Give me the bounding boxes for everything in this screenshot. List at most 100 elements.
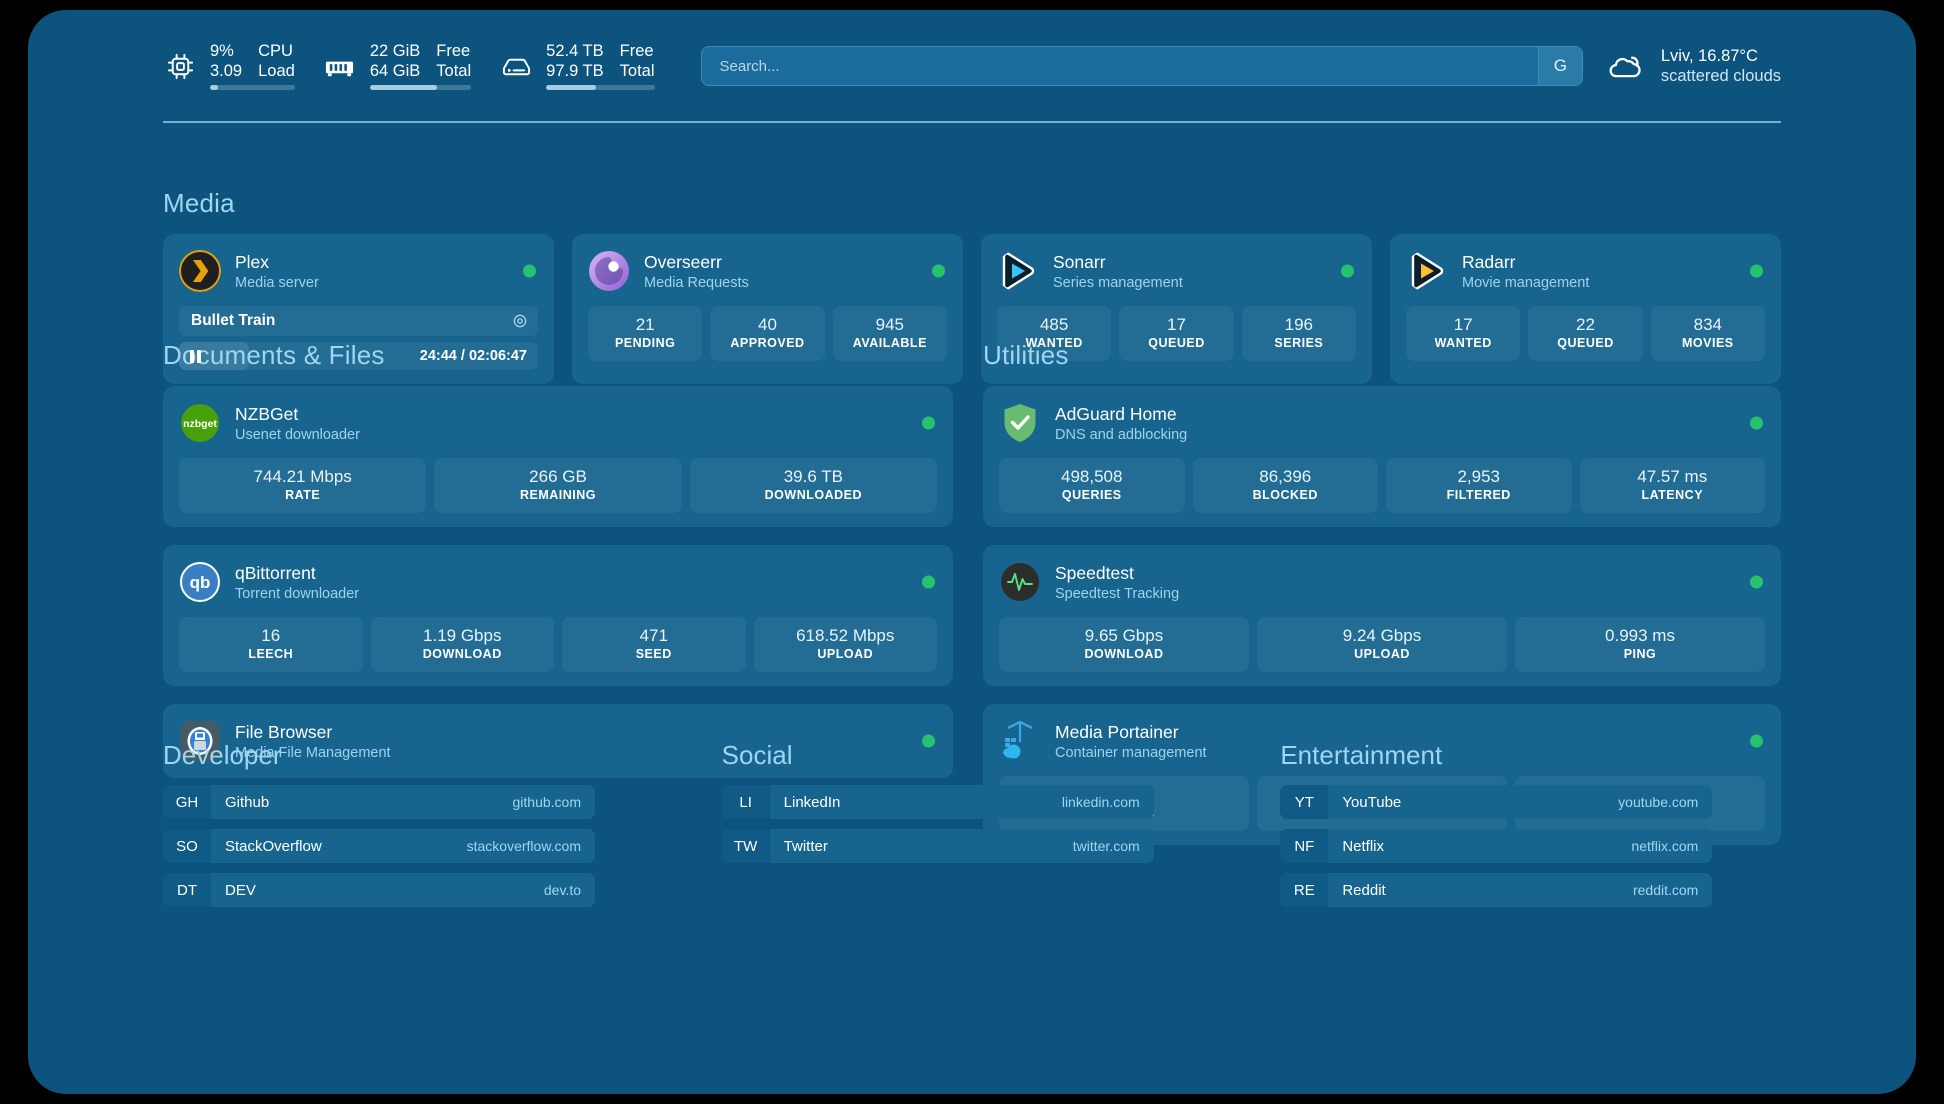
status-badge [922,734,935,748]
service-subtitle: Speedtest Tracking [1055,585,1180,602]
service-subtitle: Torrent downloader [235,585,360,602]
service-stat-cell[interactable]: 39.6 TB DOWNLOADED [689,458,937,513]
service-stat-cell[interactable]: 744.21 Mbps RATE [179,458,427,513]
speedtest-pulse-icon [999,561,1041,603]
status-badge [1341,264,1354,278]
service-card-sonarr[interactable]: Sonarr Series management 485 WANTED 17 Q… [981,234,1372,384]
service-stat-cell[interactable]: 17 WANTED [1406,306,1521,361]
service-card-titles: Overseerr Media Requests [644,251,749,292]
service-stat-cell[interactable]: 1.19 Gbps DOWNLOAD [370,617,554,672]
service-stat-cell[interactable]: 9.24 Gbps UPLOAD [1257,617,1507,672]
service-card-plex[interactable]: Plex Media server Bullet Train 24:44 / 0… [163,234,554,384]
service-subtitle: Movie management [1462,274,1590,291]
documents-card-stack: nzbget NZBGet Usenet downloader 744.21 M… [163,386,953,778]
service-subtitle: Media server [235,274,319,291]
status-badge [1750,264,1763,278]
bookmark-url: linkedin.com [1061,794,1140,810]
system-stat-body: 22 GiB 64 GiB Free Total [369,42,472,90]
search-engine-button[interactable]: G [1537,47,1582,85]
service-card-overseerr[interactable]: Overseerr Media Requests 21 PENDING 40 A… [572,234,963,384]
service-stats-row: 498,508 QUERIES 86,396 BLOCKED 2,953 FIL… [999,458,1765,513]
service-stat-cell[interactable]: 485 WANTED [997,306,1112,361]
service-subtitle: Media File Management [235,744,391,761]
service-card-titles: Plex Media server [235,251,319,292]
bookmark-group-entertainment: Entertainment YT YouTube youtube.com NF … [1280,740,1781,907]
bookmark-abbr: GH [163,785,211,819]
service-card-nzbget[interactable]: nzbget NZBGet Usenet downloader 744.21 M… [163,386,953,527]
search-box[interactable]: G [700,46,1583,86]
service-stat-value: 0.993 ms [1605,626,1675,645]
service-stat-cell[interactable]: 266 GB REMAINING [434,458,682,513]
service-stat-cell[interactable]: 498,508 QUERIES [999,458,1185,513]
service-stat-label: LEECH [248,647,294,661]
service-stat-cell[interactable]: 40 APPROVED [710,306,825,361]
service-card-titles: Radarr Movie management [1462,251,1589,292]
service-stat-label: APPROVED [730,336,805,350]
service-stat-cell[interactable]: 16 LEECH [179,617,363,672]
service-stat-cell[interactable]: 0.993 ms PING [1515,617,1765,672]
bookmark-item[interactable]: TW Twitter twitter.com [721,829,1154,863]
bookmark-item[interactable]: YT YouTube youtube.com [1280,785,1713,819]
service-card-titles: File Browser Media File Management [235,721,391,762]
service-card-header: AdGuard Home DNS and adblocking [999,400,1765,446]
service-stat-cell[interactable]: 9.65 Gbps DOWNLOAD [999,617,1249,672]
bookmark-group-title: Developer [163,740,282,770]
service-stat-cell[interactable]: 834 MOVIES [1650,306,1765,361]
service-card-speedtest[interactable]: Speedtest Speedtest Tracking 9.65 Gbps D… [983,545,1781,686]
bookmark-abbr: DT [163,873,211,907]
search-input[interactable] [701,47,1538,85]
system-stat-label-secondary: Total [619,61,655,80]
qbittorrent-logo-icon: qb [179,561,221,603]
now-playing-bar[interactable]: Bullet Train [179,306,538,336]
service-stat-cell[interactable]: 945 AVAILABLE [832,306,947,361]
system-stat-progress-bar [210,85,295,90]
bookmark-item[interactable]: GH Github github.com [163,785,595,819]
bookmark-url: github.com [512,794,581,810]
bookmark-item[interactable]: DT DEV dev.to [163,873,595,907]
service-stat-cell[interactable]: 86,396 BLOCKED [1192,458,1378,513]
status-badge [1750,575,1763,589]
service-card-header: Sonarr Series management [997,248,1356,294]
system-stat-label-primary: CPU [258,42,293,60]
service-stat-cell[interactable]: 17 QUEUED [1119,306,1234,361]
playback-progress-bar[interactable]: 24:44 / 02:06:47 [179,342,538,370]
service-stat-label: SERIES [1274,336,1324,350]
utilities-card-stack: AdGuard Home DNS and adblocking 498,508 … [983,386,1781,845]
bookmark-url: twitter.com [1072,838,1140,854]
service-card-file-browser[interactable]: File Browser Media File Management [163,704,953,778]
bookmark-item[interactable]: SO StackOverflow stackoverflow.com [163,829,595,863]
service-stats-row: 21 PENDING 40 APPROVED 945 AVAILABLE [588,306,947,361]
service-card-radarr[interactable]: Radarr Movie management 17 WANTED 22 QUE… [1390,234,1781,384]
bookmark-item[interactable]: LI LinkedIn linkedin.com [721,785,1154,819]
service-stat-value: 16 [261,626,281,645]
service-stat-label: DOWNLOADED [764,488,862,502]
service-name: NZBGet [235,403,299,424]
service-stat-cell[interactable]: 618.52 Mbps UPLOAD [753,617,937,672]
bookmark-item[interactable]: NF Netflix netflix.com [1280,829,1713,863]
bookmark-label: LinkedIn [783,793,841,811]
pause-icon[interactable] [190,349,201,363]
service-stat-cell[interactable]: 21 PENDING [588,306,703,361]
service-stat-value: 498,508 [1061,467,1123,486]
weather-widget: Lviv, 16.87°C scattered clouds [1605,45,1781,87]
bookmark-list: YT YouTube youtube.com NF Netflix netfli… [1280,785,1713,907]
service-stat-label: WANTED [1025,336,1083,350]
service-card-adguard-home[interactable]: AdGuard Home DNS and adblocking 498,508 … [983,386,1781,527]
service-card-titles: NZBGet Usenet downloader [235,403,360,444]
bookmark-item[interactable]: RE Reddit reddit.com [1280,873,1713,907]
gear-icon[interactable] [512,313,528,329]
service-stat-cell[interactable]: 2,953 FILTERED [1386,458,1572,513]
portainer-docker-icon [999,720,1041,762]
status-badge [932,264,945,278]
service-stat-cell[interactable]: 22 QUEUED [1528,306,1643,361]
weather-condition: scattered clouds [1660,67,1781,85]
service-stat-label: DOWNLOAD [422,647,502,661]
service-stat-cell[interactable]: 47.57 ms LATENCY [1579,458,1765,513]
service-stat-cell[interactable]: 196 SERIES [1241,306,1356,361]
bookmark-list: GH Github github.com SO StackOverflow st… [163,785,595,907]
service-name: AdGuard Home [1055,403,1177,424]
system-stat-label-primary: Free [619,42,654,60]
service-stat-cell[interactable]: 471 SEED [562,617,746,672]
service-card-media-portainer[interactable]: Media Portainer Container management 16 … [983,704,1781,845]
service-card-qbittorrent[interactable]: qb qBittorrent Torrent downloader 16 LEE… [163,545,953,686]
